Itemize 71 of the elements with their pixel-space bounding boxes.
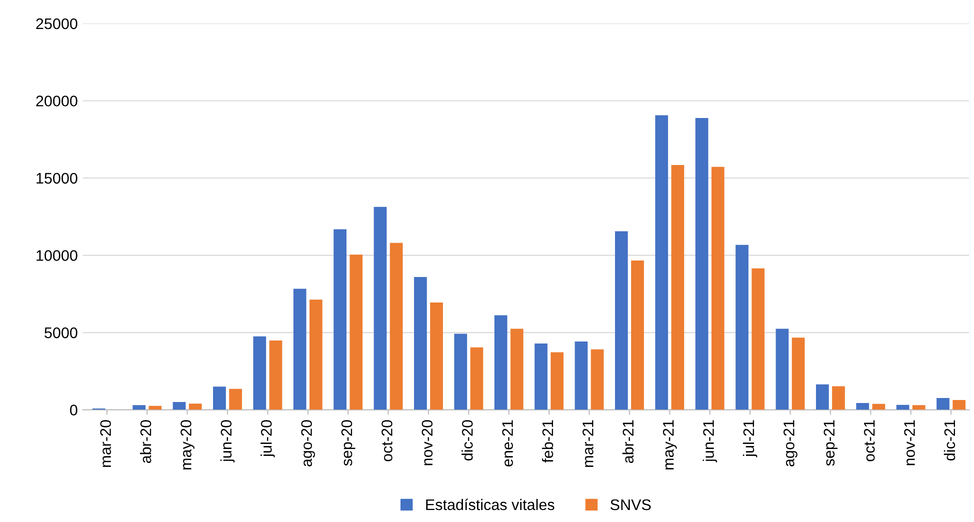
bar bbox=[936, 398, 950, 410]
bar bbox=[695, 118, 708, 410]
bar bbox=[213, 386, 226, 410]
bar bbox=[148, 406, 162, 410]
x-tick-label: nov-21 bbox=[904, 420, 915, 466]
y-tick-label: 25000 bbox=[36, 18, 78, 30]
x-tick-label: jul-21 bbox=[742, 420, 758, 458]
y-tick-label: 15000 bbox=[36, 172, 78, 184]
x-tick-label: jun-21 bbox=[702, 420, 717, 462]
y-tick-label: 0 bbox=[70, 404, 78, 416]
y-tick-label: 20000 bbox=[36, 96, 78, 106]
bar bbox=[736, 244, 748, 410]
y-tick-label: 5000 bbox=[44, 327, 78, 338]
bar bbox=[293, 288, 306, 410]
x-tick-label: dic-21 bbox=[944, 420, 956, 460]
legend-label: SNVS bbox=[610, 499, 651, 510]
bar bbox=[510, 328, 524, 410]
bar bbox=[832, 386, 845, 410]
bar bbox=[454, 334, 468, 410]
bar bbox=[374, 206, 387, 410]
x-tick-label: jul-20 bbox=[260, 420, 275, 458]
x-tick-label: jun-20 bbox=[220, 420, 235, 462]
bar bbox=[614, 231, 628, 410]
bar bbox=[414, 277, 427, 410]
bar bbox=[470, 347, 484, 410]
x-tick-label: mar-20 bbox=[100, 420, 112, 467]
bar bbox=[310, 300, 322, 410]
bar bbox=[792, 338, 805, 410]
bar bbox=[631, 260, 644, 410]
bar bbox=[334, 229, 346, 410]
bar bbox=[229, 388, 242, 410]
bar bbox=[752, 268, 765, 410]
x-tick-label: mar-21 bbox=[582, 420, 594, 467]
bar bbox=[590, 349, 604, 410]
bar bbox=[188, 404, 202, 410]
bar bbox=[912, 405, 926, 410]
x-tick-label: oct-21 bbox=[864, 420, 875, 462]
bar bbox=[671, 165, 684, 410]
bar bbox=[534, 343, 548, 410]
bar bbox=[655, 115, 668, 410]
bar bbox=[172, 402, 186, 410]
bar bbox=[952, 400, 966, 410]
bar bbox=[550, 352, 564, 410]
x-tick-label: abr-21 bbox=[622, 420, 634, 463]
bar bbox=[856, 402, 870, 410]
x-tick-label: may-20 bbox=[180, 420, 194, 470]
bar bbox=[390, 242, 403, 410]
legend-label: Estadísticas vitales bbox=[426, 498, 554, 510]
x-tick-label: sep-20 bbox=[341, 420, 356, 466]
bar bbox=[574, 341, 588, 410]
bar bbox=[132, 405, 146, 410]
bar bbox=[350, 254, 363, 410]
x-tick-label: sep-21 bbox=[824, 420, 838, 466]
x-tick-label: nov-20 bbox=[422, 420, 433, 466]
x-tick-label: ene-21 bbox=[502, 420, 513, 466]
x-tick-label: dic-20 bbox=[462, 420, 473, 460]
x-tick-label: ago-20 bbox=[301, 420, 316, 466]
bar bbox=[253, 336, 266, 410]
x-tick-label: may-21 bbox=[662, 420, 677, 470]
bar bbox=[269, 340, 282, 410]
bar bbox=[711, 166, 724, 410]
x-tick-label: feb-21 bbox=[542, 420, 554, 463]
bar bbox=[872, 404, 886, 410]
x-tick-label: ago-21 bbox=[784, 420, 798, 466]
bar bbox=[816, 384, 829, 410]
x-tick-label: abr-20 bbox=[140, 420, 152, 463]
y-tick-label: 10000 bbox=[36, 250, 78, 261]
bar bbox=[776, 328, 789, 410]
bar bbox=[494, 315, 508, 410]
bar bbox=[430, 302, 443, 410]
x-tick-label: oct-20 bbox=[382, 420, 392, 462]
